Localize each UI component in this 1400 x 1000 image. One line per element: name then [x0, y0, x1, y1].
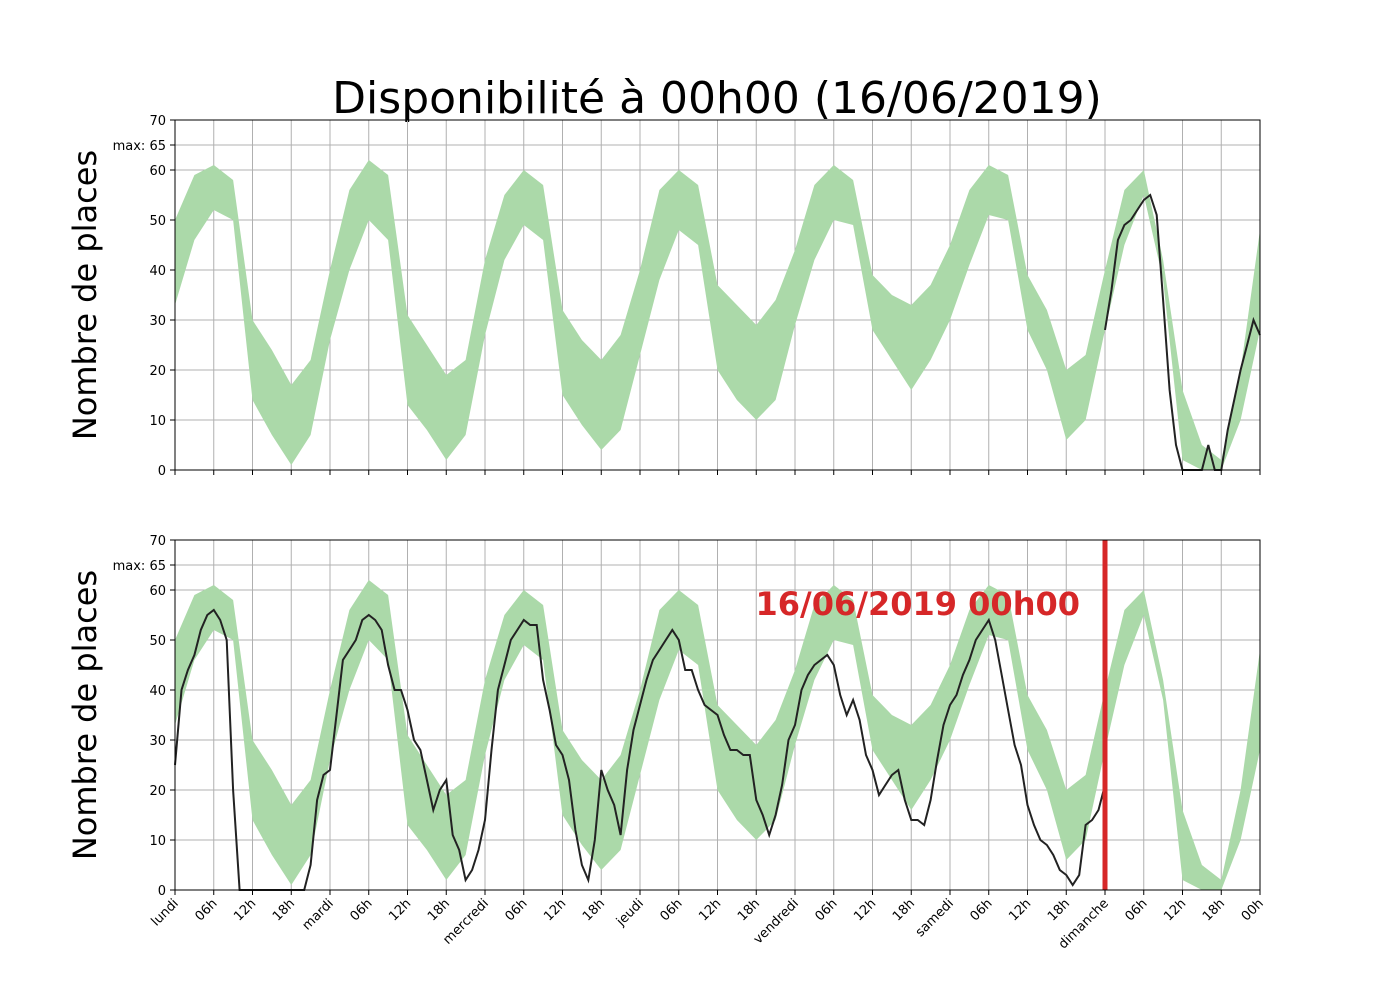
x-tick-label: lundi [149, 896, 182, 929]
panel-1: 0 10 20 30 40 50 60 max: 65 70 Nombre de places [66, 114, 1261, 479]
y-tick-label: 70 [149, 534, 166, 549]
y-tick-label: 20 [149, 364, 166, 379]
x-tick-label: 18h [890, 896, 918, 924]
x-tick-label: 00h [1239, 896, 1267, 924]
availability-band [175, 580, 1260, 890]
y-tick-label: 30 [149, 314, 166, 329]
x-tick-label: samedi [913, 896, 957, 940]
x-tick-label: 18h [735, 896, 763, 924]
x-tick-label: 12h [231, 896, 259, 924]
y-tick-label: 0 [158, 884, 166, 899]
x-tick-label: 06h [347, 896, 375, 924]
x-tick-label: 06h [502, 896, 530, 924]
x-tick-label: 06h [1122, 896, 1150, 924]
y-tick-label: 10 [149, 414, 166, 429]
x-tick-label: 18h [1045, 896, 1073, 924]
x-tick-label: 06h [812, 896, 840, 924]
x-tick-label: 06h [192, 896, 220, 924]
x-tick-label: 18h [425, 896, 453, 924]
x-tick-label: 06h [657, 896, 685, 924]
x-tick-label: jeudi [613, 896, 647, 930]
y-tick-label: 0 [158, 464, 166, 479]
y-tick-label: 50 [149, 634, 166, 649]
x-tick-label: 18h [580, 896, 608, 924]
y-tick-label: 30 [149, 734, 166, 749]
y-tick-label: 70 [149, 114, 166, 129]
x-tick-label: 18h [270, 896, 298, 924]
x-tick-label: 12h [851, 896, 879, 924]
x-tick-label: mardi [300, 896, 337, 933]
y-tick-label: 40 [149, 684, 166, 699]
x-tick-label: 12h [696, 896, 724, 924]
y-tick-label: max: 65 [113, 139, 166, 154]
x-tick-label: 12h [1006, 896, 1034, 924]
marker-label: 16/06/2019 00h00 [756, 585, 1080, 623]
x-tick-label: 12h [1161, 896, 1189, 924]
x-tick-label: 12h [386, 896, 414, 924]
y-axis-label: Nombre de places [66, 150, 104, 440]
x-tick-label: 12h [541, 896, 569, 924]
y-axis-label: Nombre de places [66, 570, 104, 860]
y-tick-label: 60 [149, 584, 166, 599]
chart-title: Disponibilité à 00h00 (16/06/2019) [332, 73, 1102, 124]
y-tick-label: 20 [149, 784, 166, 799]
y-tick-label: 10 [149, 834, 166, 849]
availability-band [175, 160, 1260, 470]
y-tick-label: 50 [149, 214, 166, 229]
panel-2: 16/06/2019 00h00 0 10 20 30 40 50 60 max: 65 70 lu… [66, 534, 1267, 952]
y-tick-label: 40 [149, 264, 166, 279]
y-tick-label: max: 65 [113, 559, 166, 574]
x-tick-label: 18h [1200, 896, 1228, 924]
x-tick-label: 06h [967, 896, 995, 924]
series-line [174, 608, 1106, 891]
y-tick-label: 60 [149, 164, 166, 179]
